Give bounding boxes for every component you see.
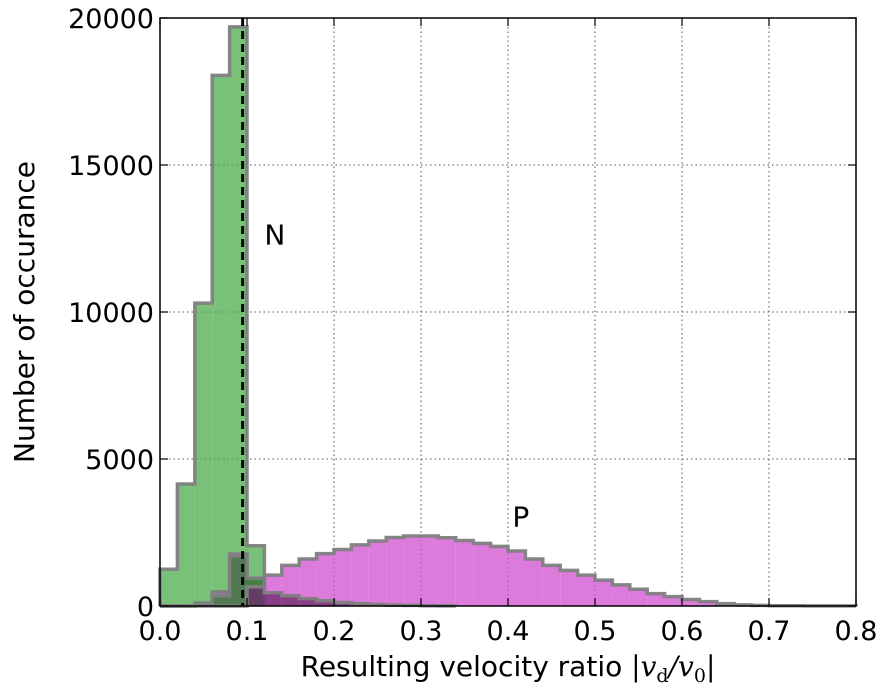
bar-purple [316,600,334,606]
bar-green [194,303,213,606]
bar-purple [334,602,352,606]
x-tick-label: 0.2 [313,616,356,647]
bar-magenta [316,553,334,606]
bar-magenta [664,596,682,606]
x-tick-label: 0.7 [748,616,791,647]
grid-lines [159,17,857,607]
annotation-n: N [264,218,285,251]
y-tick-label: 15000 [68,151,154,182]
x-axis-label-math: |vd/v0| [631,650,715,687]
y-axis-label: Number of occurance [8,161,41,463]
y-tick-label: 20000 [68,4,154,35]
bar-green [160,569,178,606]
bar-dark-green [212,595,230,606]
bar-magenta [612,584,630,606]
bar-magenta [525,558,543,606]
bar-purple [264,592,282,606]
x-tick-label: 0.4 [487,616,530,647]
bar-magenta [368,541,387,606]
outline-magenta [160,534,858,608]
bar-magenta [403,536,421,606]
x-tick-label: 0.3 [400,616,443,647]
bar-green [177,483,195,606]
bar-magenta [334,549,352,606]
x-tick-label: 0.0 [139,616,182,647]
x-tick-label: 0.8 [835,616,878,647]
bar-magenta [682,599,700,606]
bar-magenta [647,593,665,606]
bar-magenta [629,589,648,606]
x-tick-label: 0.1 [226,616,269,647]
y-tick-label: 5000 [85,445,154,476]
axis-ticks: 0.0 0.1 0.2 0.3 0.4 0.5 0.6 0.7 0.8 0 5000 10000 150… [68,4,877,647]
annotation-p: P [512,501,529,534]
series-green [158,25,267,606]
bar-magenta [560,570,578,606]
bar-purple [281,595,300,606]
bar-magenta [473,543,491,606]
y-tick-label: 10000 [68,298,154,329]
bar-green [229,26,247,606]
x-axis-label: Resulting velocity ratio |vd/v0| [301,650,716,687]
bar-magenta [299,558,317,606]
bar-magenta [438,537,456,606]
outline-green [158,25,267,606]
x-tick-label: 0.6 [661,616,704,647]
bar-magenta [386,537,404,606]
x-tick-label: 0.5 [574,616,617,647]
bar-dark-green [229,556,247,606]
annotations: NP [264,218,529,533]
bar-green [212,75,230,606]
series-magenta [160,534,858,608]
bar-magenta [508,551,526,606]
bar-purple [299,598,317,606]
y-tick-label: 0 [137,592,154,623]
bar-magenta [421,536,439,606]
bar-magenta [577,575,595,606]
bar-magenta [351,544,369,606]
bar-magenta [542,565,561,606]
bar-purple [247,586,265,606]
bar-magenta [595,580,613,606]
bar-magenta [490,546,508,606]
bar-magenta [455,540,474,606]
bar-magenta [699,601,717,606]
